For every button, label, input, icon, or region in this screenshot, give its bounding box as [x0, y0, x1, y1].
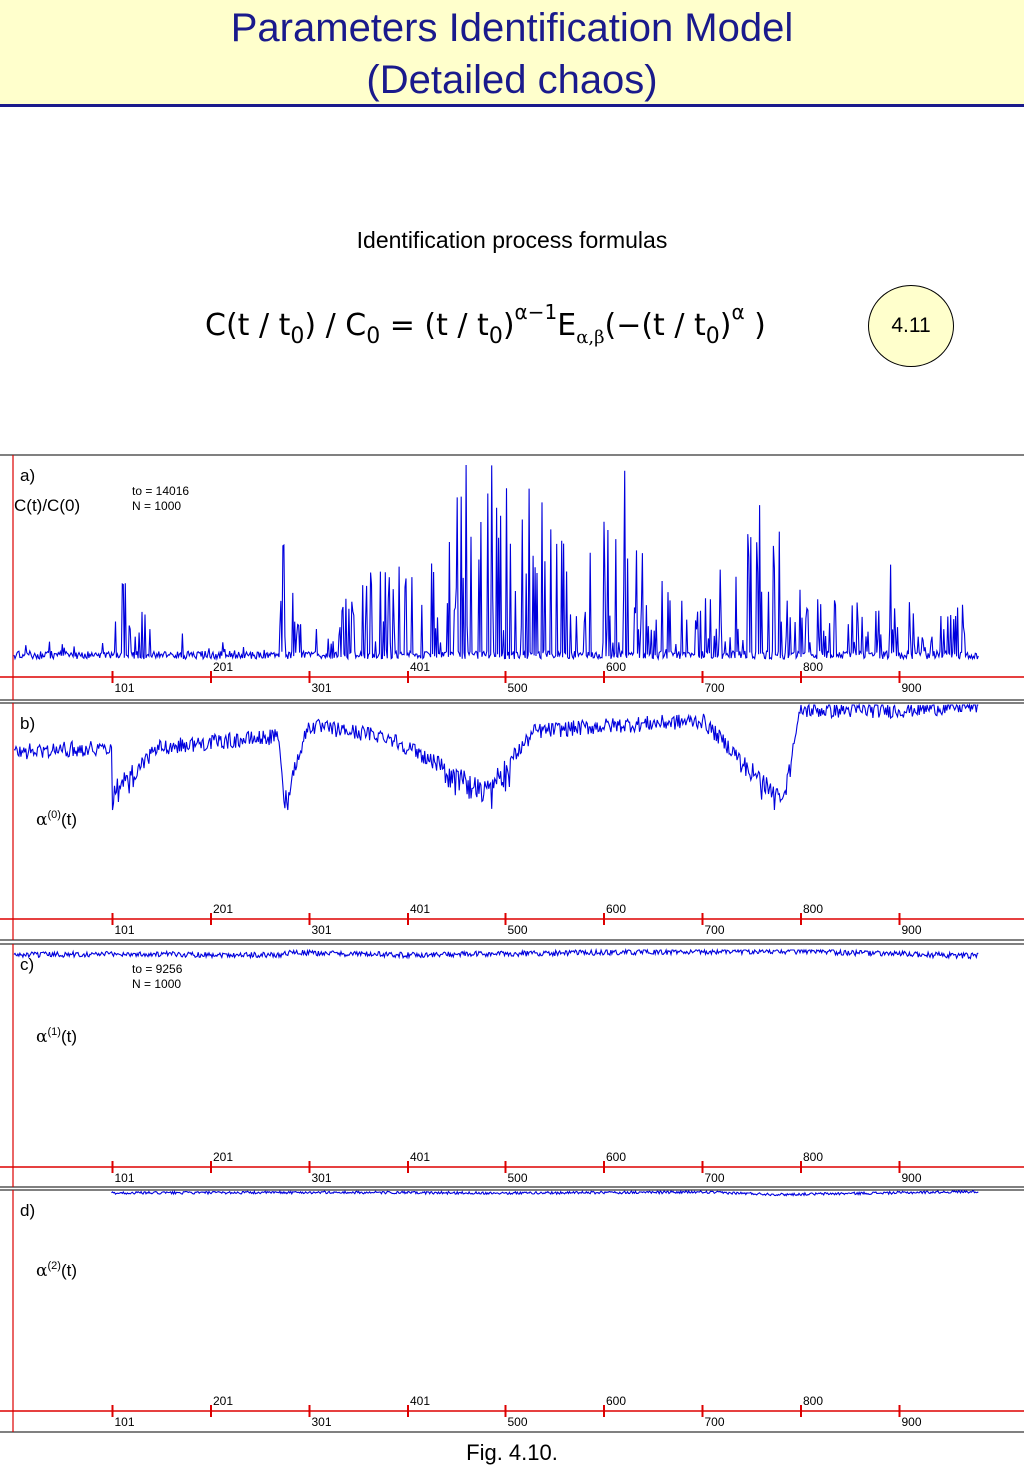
series-line	[13, 947, 979, 960]
tick-label: 900	[902, 1171, 922, 1185]
chart-panel-4: 201 401 600 800 101 301 500 700 900 d) α(2)(t)	[0, 1189, 1024, 1433]
annotation-text: to = 9256	[132, 962, 183, 976]
tick-label: 401	[410, 1394, 430, 1408]
chart-panel-2: 201 401 600 800 101 301 500 700 900 b) α(0)(t)	[0, 702, 1024, 941]
tick-label: 900	[902, 1415, 922, 1429]
panel-label: a)	[20, 466, 35, 485]
tick-label: 700	[705, 1171, 725, 1185]
tick-label: 201	[213, 1394, 233, 1408]
tick-label: 600	[606, 902, 626, 916]
chart-panel-1: 201 401 600 800 101 301 500 700 900 a) C(t)/C(0) to…	[0, 454, 1024, 701]
figure-caption: Fig. 4.10.	[466, 1440, 558, 1465]
series-line	[111, 1189, 979, 1197]
tick-label: 301	[311, 1415, 331, 1429]
y-axis-label: α(1)(t)	[36, 1026, 77, 1047]
series-line	[13, 702, 979, 811]
page-subtitle: (Detailed chaos)	[366, 58, 658, 102]
y-axis-label: α(0)(t)	[36, 809, 77, 830]
equation-number-badge: 4.11	[868, 285, 954, 367]
series-line	[13, 464, 979, 662]
tick-label: 500	[508, 1171, 528, 1185]
tick-label: 800	[803, 660, 823, 674]
y-axis-label: α(2)(t)	[36, 1260, 77, 1281]
annotation-text: N = 1000	[132, 977, 181, 991]
annotation-text: N = 1000	[132, 499, 181, 513]
tick-label: 301	[311, 1171, 331, 1185]
tick-label: 900	[902, 923, 922, 937]
tick-label: 101	[114, 681, 134, 695]
header-bar: Parameters Identification Model (Detaile…	[0, 0, 1024, 107]
tick-label: 101	[114, 1415, 134, 1429]
tick-label: 700	[705, 1415, 725, 1429]
tick-label: 301	[311, 923, 331, 937]
tick-label: 500	[508, 1415, 528, 1429]
chart-panel-3: 201 401 600 800 101 301 500 700 900 c) α(1)(t) to =…	[0, 943, 1024, 1188]
tick-label: 600	[606, 1150, 626, 1164]
y-axis-label: C(t)/C(0)	[14, 496, 80, 515]
tick-label: 401	[410, 902, 430, 916]
tick-label: 201	[213, 660, 233, 674]
tick-label: 201	[213, 902, 233, 916]
tick-label: 500	[508, 923, 528, 937]
annotation-text: to = 14016	[132, 484, 189, 498]
tick-label: 900	[902, 681, 922, 695]
panel-label: d)	[20, 1201, 35, 1220]
tick-label: 500	[508, 681, 528, 695]
tick-label: 600	[606, 1394, 626, 1408]
section-title: Identification process formulas	[356, 227, 668, 253]
tick-label: 700	[705, 681, 725, 695]
tick-label: 700	[705, 923, 725, 937]
tick-label: 800	[803, 1394, 823, 1408]
tick-label: 800	[803, 1150, 823, 1164]
panel-label: c)	[20, 955, 34, 974]
formula: C(t / t0) / C0 = (t / t0)α−1Eα,β(−(t / t…	[205, 300, 766, 349]
tick-label: 401	[410, 660, 430, 674]
tick-label: 401	[410, 1150, 430, 1164]
tick-label: 301	[311, 681, 331, 695]
tick-label: 101	[114, 923, 134, 937]
panel-label: b)	[20, 714, 35, 733]
tick-label: 201	[213, 1150, 233, 1164]
tick-label: 600	[606, 660, 626, 674]
tick-label: 101	[114, 1171, 134, 1185]
page-title: Parameters Identification Model	[230, 6, 794, 50]
tick-label: 800	[803, 902, 823, 916]
